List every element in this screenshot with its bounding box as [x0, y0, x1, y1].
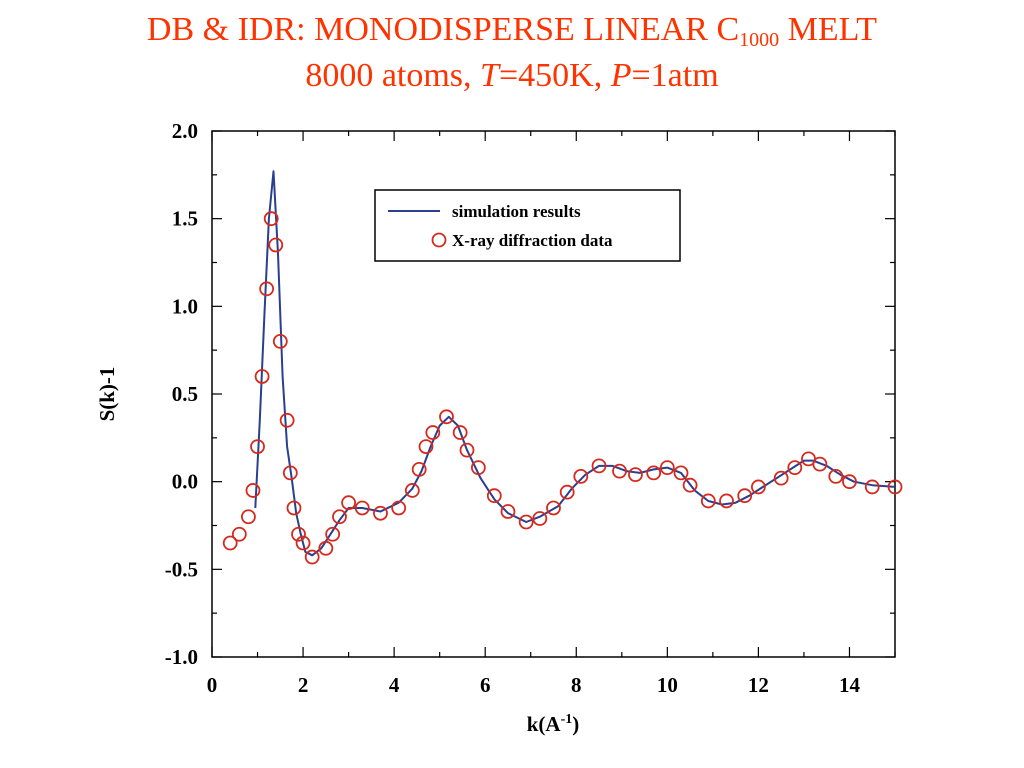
xray-data-point [812, 456, 828, 472]
xray-data-point [250, 439, 265, 455]
x-tick-label: 2 [298, 673, 309, 697]
legend-box [374, 189, 681, 262]
subtitle-part-c: =1atm [631, 57, 719, 94]
xray-data-point [828, 469, 844, 484]
xray-data-point [391, 500, 407, 516]
xray-data-point [245, 483, 261, 498]
xray-data-point [439, 409, 454, 425]
subtitle-p-symbol: P [610, 57, 632, 94]
xray-data-point [773, 470, 789, 486]
x-tick-label: 14 [839, 673, 861, 697]
subtitle-t-symbol: T [480, 57, 499, 94]
xray-data-point [787, 460, 803, 476]
xray-data-point [751, 479, 766, 495]
xray-data-point [459, 442, 475, 458]
x-tick-label: 6 [480, 673, 491, 697]
xray-data-point [304, 549, 320, 565]
xray-data-point [719, 493, 734, 509]
x-axis-title: k(A-1) [527, 712, 580, 736]
xray-data-point [486, 488, 502, 504]
axis-ticks: 0 2 4 6 8 10 12 14 2.0 1.5 1.0 0.5 0.0 -0.5 -1.0 [165, 119, 896, 697]
legend-xray-label: X-ray diffraction data [452, 231, 613, 250]
y-tick-label: 2.0 [172, 119, 198, 143]
xray-data-point [318, 540, 334, 556]
xray-data-point [573, 469, 589, 484]
xray-data-point [682, 477, 698, 493]
xray-data-point [231, 526, 247, 542]
xray-data-point [259, 281, 275, 297]
xray-data-point [263, 211, 279, 227]
xray-data-point [279, 412, 295, 428]
x-tick-label: 8 [571, 673, 582, 697]
y-tick-label: -1.0 [165, 645, 198, 669]
title-prefix: DB & IDR: MONODISPERSE LINEAR C [146, 11, 740, 48]
x-tick-label: 4 [389, 673, 400, 697]
xray-data-point [411, 461, 427, 477]
y-tick-label: 0.5 [172, 382, 198, 406]
xray-data-point [532, 511, 548, 526]
chart-subtitle: 8000 atoms, T=450K, P=1atm [0, 56, 1024, 96]
xray-data-point [628, 467, 643, 483]
xray-data-point [291, 526, 306, 542]
xray-data-point [373, 505, 388, 521]
chart-title-line1: DB & IDR: MONODISPERSE LINEAR C1000 MELT [0, 10, 1024, 60]
subtitle-part-b: =450K, [498, 57, 611, 94]
xray-data-point [737, 488, 753, 504]
xray-data-point [591, 458, 607, 474]
xray-data-point [500, 504, 516, 519]
xray-data-point [559, 484, 575, 500]
xray-data-point [325, 526, 341, 542]
simulation-results-line [254, 170, 896, 557]
x-tick-label: 0 [207, 673, 218, 697]
xray-data-point [646, 465, 662, 481]
xray-data-point [842, 474, 857, 490]
x-tick-label: 10 [657, 673, 678, 697]
xray-data-point [404, 483, 420, 498]
legend-xray-swatch [431, 232, 447, 248]
xray-data-point [282, 465, 298, 481]
series-layer [222, 170, 903, 565]
xray-data-point [546, 500, 561, 516]
xray-data-point [341, 495, 357, 511]
xray-data-point [425, 425, 441, 440]
subtitle-part-a: 8000 atoms, [305, 57, 481, 94]
x-tick-label: 12 [748, 673, 769, 697]
title-subscript: 1000 [739, 29, 780, 51]
xray-data-point [518, 514, 534, 530]
y-tick-label: -0.5 [165, 557, 198, 581]
xray-data-point [272, 333, 288, 349]
xray-data-point [354, 500, 370, 516]
xray-data-point [470, 460, 486, 476]
xray-data-point [452, 425, 468, 440]
xray-data-point [286, 500, 302, 516]
xray-data-point [332, 509, 347, 525]
xray-data-point [254, 369, 270, 384]
xray-data-point [612, 463, 627, 479]
y-axis-title: S(k)-1 [95, 367, 119, 422]
xray-data-point [295, 535, 311, 551]
xray-data-point [241, 509, 256, 525]
title-suffix: MELT [779, 11, 878, 48]
y-tick-label: 0.0 [172, 470, 198, 494]
xray-data-point [887, 479, 903, 495]
xray-data-point [268, 237, 284, 253]
xray-data-point [673, 465, 689, 481]
xray-data-point [222, 535, 238, 551]
xray-data-point [700, 493, 716, 509]
xray-data-point [659, 460, 675, 476]
y-tick-label: 1.5 [172, 207, 198, 231]
legend-simulation-label: simulation results [452, 202, 581, 221]
xray-data-point [418, 439, 434, 455]
xray-data-point [864, 479, 880, 495]
legend: simulation results X-ray diffraction dat… [374, 189, 681, 262]
y-tick-label: 1.0 [172, 294, 198, 318]
